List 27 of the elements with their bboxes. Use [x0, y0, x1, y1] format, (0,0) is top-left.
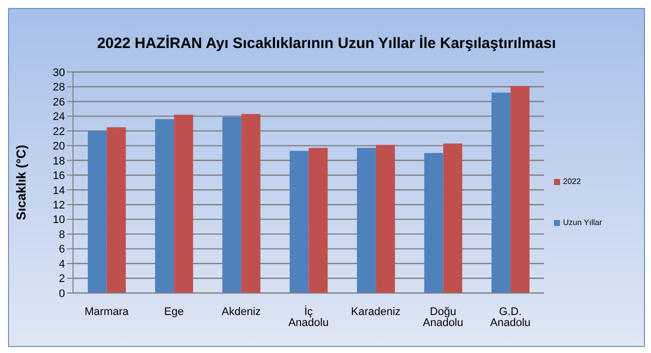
y-tick-label: 22 — [52, 126, 65, 138]
y-tick-label: 2 — [58, 273, 65, 286]
y-tick-label: 4 — [58, 258, 65, 270]
y-tick-label: 16 — [52, 170, 65, 182]
y-tick-label: 26 — [52, 96, 65, 108]
y-tick-label: 8 — [58, 228, 65, 241]
y-tick-label: 0 — [58, 288, 65, 300]
y-tick-label: 14 — [52, 184, 65, 197]
y-axis-title: Sıcaklık (°C) — [14, 144, 29, 220]
y-tick-label: 30 — [52, 66, 65, 79]
y-tick-label: 28 — [52, 82, 65, 94]
legend-label: 2022 — [563, 177, 581, 186]
chart-title: 2022 HAZİRAN Ayı Sıcaklıklarının Uzun Yıllar İle Karşılaştırılması — [96, 35, 557, 52]
y-tick-label: 24 — [52, 111, 65, 124]
y-tick-label: 20 — [52, 140, 65, 153]
legend-label: Uzun Yıllar — [563, 218, 602, 227]
x-tick-label: İç Anadolu — [288, 304, 329, 329]
x-tick-label: Karadeniz — [351, 306, 401, 318]
y-tick-label: 18 — [52, 155, 65, 168]
x-tick-label: G.D. Anadolu — [490, 306, 531, 329]
x-tick-label: Akdeniz — [222, 306, 261, 318]
x-tick-label: Ege — [164, 306, 184, 318]
y-tick-label: 12 — [52, 200, 65, 212]
x-tick-label: Marmara — [84, 306, 130, 318]
y-tick-label: 10 — [52, 214, 65, 226]
y-tick-label: 6 — [58, 244, 65, 256]
x-tick-label: Doğu Anadolu — [422, 306, 464, 329]
